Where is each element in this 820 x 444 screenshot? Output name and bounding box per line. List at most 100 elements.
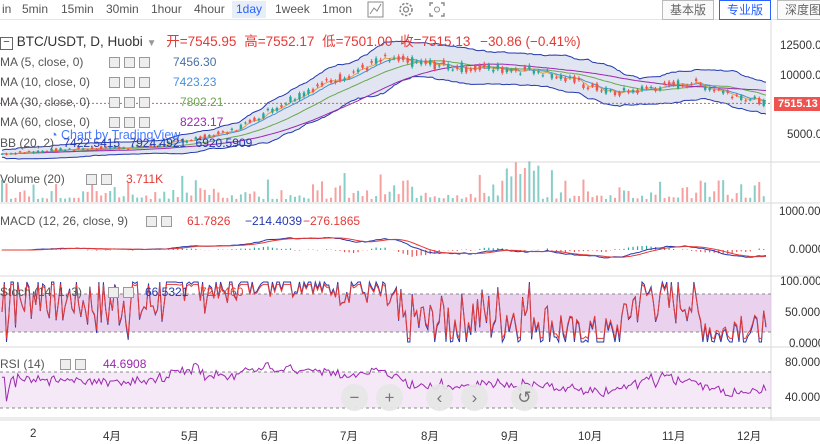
zoom-in-button[interactable]: + <box>376 384 403 411</box>
volume-bar <box>591 197 594 202</box>
stoch-tick: 50.0000 <box>785 307 820 319</box>
time-tick: 11月 <box>662 431 686 443</box>
macd-histogram-bar <box>605 250 607 252</box>
scroll-right-button[interactable]: › <box>461 384 488 411</box>
eye-icon[interactable] <box>109 77 120 88</box>
ma30-label[interactable]: MA (30, close, 0) <box>0 95 91 109</box>
settings-icon[interactable] <box>86 174 97 185</box>
macd-histogram-bar <box>745 250 747 253</box>
eye-icon[interactable] <box>109 117 120 128</box>
bb-legend: BB (20, 2) 7422.5415 7924.4921 6920.5909 <box>0 136 252 150</box>
volume-bar <box>163 191 166 202</box>
candle-body <box>284 103 288 105</box>
candle-body <box>113 146 116 148</box>
eye-icon[interactable] <box>109 57 120 68</box>
volume-bar <box>595 195 598 202</box>
bb-value-1: 7422.5415 <box>63 136 121 150</box>
volume-bar <box>55 184 58 202</box>
macd-histogram-bar <box>294 250 296 251</box>
rsi-value: 44.6908 <box>103 357 147 371</box>
close-icon[interactable] <box>101 174 112 185</box>
interval-1mon[interactable]: 1mon <box>322 2 353 16</box>
chevron-down-icon[interactable]: ▼ <box>146 38 157 49</box>
close-icon[interactable] <box>123 287 134 298</box>
candle-body <box>72 149 76 151</box>
candle-body <box>27 151 31 153</box>
price-tick: 12500.00 <box>780 40 820 52</box>
ma60-label[interactable]: MA (60, close, 0) <box>0 115 91 129</box>
volume-bar <box>465 197 468 202</box>
settings-icon[interactable] <box>124 97 135 108</box>
candle-body <box>190 140 193 142</box>
stoch-value-1: 66.5321 <box>145 285 189 299</box>
eye-icon[interactable] <box>109 97 120 108</box>
candle-body <box>438 65 441 67</box>
reset-chart-button[interactable]: ↺ <box>511 384 538 411</box>
candle-body <box>257 118 261 121</box>
volume-bar <box>695 192 698 202</box>
interval-30min[interactable]: 30min <box>106 2 139 16</box>
stoch-label[interactable]: Stoch (14, 1, 3) <box>0 285 83 299</box>
close-icon[interactable] <box>139 117 150 128</box>
interval-in[interactable]: in <box>2 2 12 16</box>
candle-body <box>667 81 671 86</box>
volume-bar <box>199 188 202 202</box>
macd-histogram-bar <box>375 247 377 250</box>
scroll-left-button[interactable]: ‹ <box>426 384 453 411</box>
close-icon[interactable] <box>139 57 150 68</box>
bb-label[interactable]: BB (20, 2) <box>0 136 55 150</box>
chart-type-icon[interactable] <box>366 0 386 19</box>
settings-icon[interactable] <box>124 117 135 128</box>
zoom-out-button[interactable]: − <box>341 384 368 411</box>
tradingview-watermark[interactable]: ◔ Chart by TradingView <box>50 128 180 142</box>
fullscreen-icon[interactable] <box>427 0 447 19</box>
volume-bar <box>677 197 680 202</box>
depth-chart-button[interactable]: 深度图 <box>777 0 820 20</box>
macd-label[interactable]: MACD (12, 26, close, 9) <box>0 214 129 228</box>
ma5-label[interactable]: MA (5, close, 0) <box>0 55 84 69</box>
settings-icon[interactable] <box>124 77 135 88</box>
close-icon[interactable] <box>75 359 86 370</box>
interval-1hour[interactable]: 1hour <box>151 2 182 16</box>
volume-bar <box>600 195 603 202</box>
bb-value-2: 7924.4921 <box>129 136 187 150</box>
close-icon[interactable] <box>139 77 150 88</box>
candle-body <box>523 66 527 70</box>
volume-value: 3.711K <box>126 172 164 186</box>
volume-bar <box>172 189 175 202</box>
settings-gear-icon[interactable] <box>396 0 416 19</box>
candle-body <box>451 69 454 71</box>
close-label: 收= <box>400 34 422 49</box>
stoch-legend: Stoch (14, 1, 3) <box>0 285 82 299</box>
candle-body <box>122 147 125 149</box>
candle-body <box>221 131 225 133</box>
interval-1day[interactable]: 1day <box>232 1 267 18</box>
volume-bar <box>740 184 743 202</box>
volume-bar <box>307 198 310 202</box>
interval-15min[interactable]: 15min <box>61 2 94 16</box>
volume-bar <box>140 197 143 202</box>
settings-icon[interactable] <box>146 216 157 227</box>
collapse-icon[interactable]: − <box>0 37 13 50</box>
settings-icon[interactable] <box>108 287 119 298</box>
version-pro-button[interactable]: 专业版 <box>719 0 772 20</box>
close-icon[interactable] <box>161 216 172 227</box>
interval-5min[interactable]: 5min <box>22 2 49 16</box>
rsi-label[interactable]: RSI (14) <box>0 357 45 371</box>
settings-icon[interactable] <box>60 359 71 370</box>
settings-icon[interactable] <box>124 57 135 68</box>
ma10-label[interactable]: MA (10, close, 0) <box>0 75 91 89</box>
volume-bar <box>505 168 508 202</box>
candle-body <box>645 86 648 89</box>
volume-bar <box>330 197 333 202</box>
interval-1week[interactable]: 1week <box>275 2 310 16</box>
volume-label[interactable]: Volume (20) <box>0 172 65 186</box>
interval-4hour[interactable]: 4hour <box>194 2 225 16</box>
symbol-title[interactable]: BTC/USDT, D, Huobi <box>16 34 143 49</box>
close-icon[interactable] <box>139 97 150 108</box>
macd-histogram-bar <box>672 248 675 250</box>
version-basic-button[interactable]: 基本版 <box>662 0 715 20</box>
candle-body <box>555 77 558 79</box>
